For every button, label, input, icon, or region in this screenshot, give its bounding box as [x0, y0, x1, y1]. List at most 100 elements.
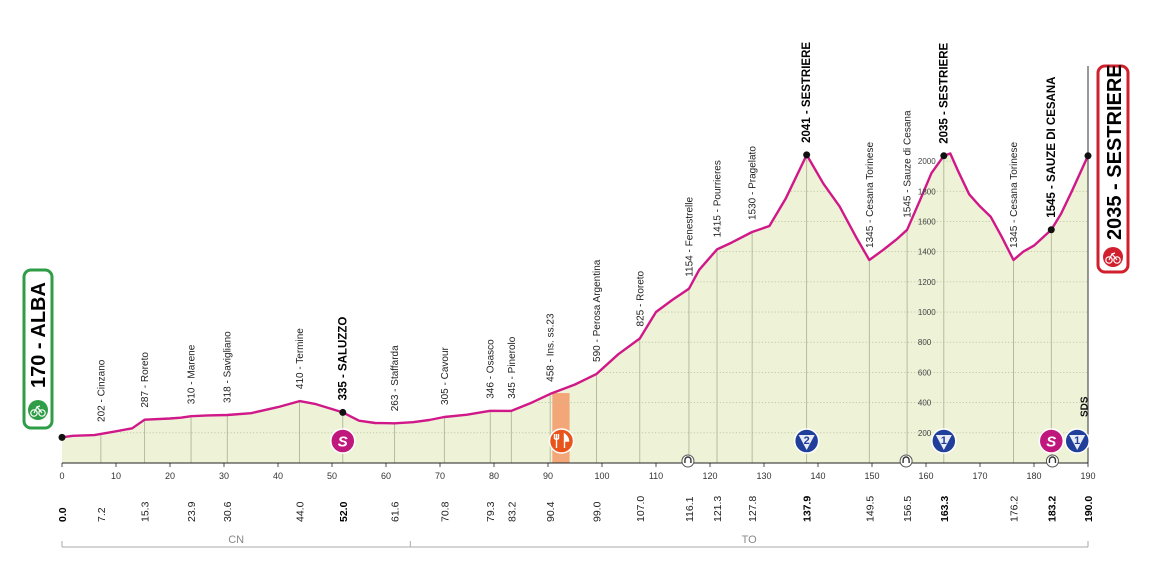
grid-dot [1037, 311, 1039, 313]
grid-dot [667, 402, 670, 404]
grid-dot [800, 341, 802, 343]
grid-dot [859, 341, 861, 343]
grid-dot [227, 432, 229, 434]
altitude-tick-label: 800 [918, 338, 932, 347]
grid-dot [995, 341, 997, 343]
grid-dot [962, 372, 964, 373]
grid-dot [813, 372, 815, 373]
grid-dot [768, 341, 770, 343]
grid-dot [1085, 251, 1088, 253]
grid-dot [629, 402, 631, 404]
grid-dot [904, 281, 906, 283]
km-tick-label: 40 [273, 471, 283, 481]
grid-dot [936, 311, 938, 313]
grid-dot [836, 311, 838, 313]
grid-dot [570, 432, 572, 434]
grid-dot [930, 190, 932, 192]
grid-dot [949, 372, 951, 373]
grid-dot [735, 402, 738, 404]
grid-dot [949, 281, 951, 283]
grid-dot [826, 372, 828, 373]
grid-dot [703, 341, 705, 343]
grid-dot [1072, 221, 1075, 222]
grid-dot [1040, 372, 1042, 373]
grid-dot [988, 251, 990, 253]
grid-dot [1027, 432, 1029, 434]
altitude-tick-label: 1600 [918, 217, 936, 226]
grid-dot [654, 372, 657, 373]
grid-dot [162, 432, 164, 434]
grid-dot [1014, 341, 1016, 343]
grid-dot [168, 432, 171, 434]
grid-dot [609, 372, 611, 373]
grid-dot [732, 341, 734, 343]
grid-dot [522, 432, 524, 434]
grid-dot [920, 372, 922, 373]
grid-dot [697, 281, 699, 283]
grid-dot [826, 190, 828, 192]
grid-dot [450, 432, 452, 434]
grid-dot [690, 372, 692, 373]
grid-dot [839, 251, 841, 253]
grid-dot [923, 281, 926, 283]
grid-dot [1008, 341, 1010, 343]
grid-dot [791, 372, 793, 373]
grid-dot [1043, 372, 1045, 373]
grid-dot [1085, 341, 1088, 343]
grid-dot [829, 251, 832, 253]
grid-dot [1043, 281, 1045, 283]
grid-dot [933, 221, 935, 222]
grid-dot [726, 281, 728, 283]
grid-dot [965, 402, 968, 404]
grid-dot [768, 281, 770, 283]
grid-dot [651, 432, 653, 434]
waypoint-label: 1545 - Sauze di Cesana [903, 110, 914, 218]
grid-dot [373, 432, 375, 434]
tunnel-icon [1045, 454, 1059, 468]
grid-dot [1082, 190, 1084, 192]
grid-dot [917, 251, 919, 253]
waypoint-label: 458 - Ins. ss.23 [546, 313, 557, 382]
grid-dot [188, 432, 190, 434]
grid-dot [972, 432, 974, 434]
grid-dot [353, 432, 355, 434]
grid-dot [778, 221, 780, 222]
grid-dot [1076, 251, 1078, 253]
grid-dot [687, 402, 689, 404]
grid-dot [794, 341, 796, 343]
grid-dot [884, 311, 887, 313]
waypoint-dot [803, 151, 811, 159]
grid-dot [872, 432, 874, 434]
grid-dot [123, 432, 125, 434]
grid-dot [645, 432, 647, 434]
grid-dot [891, 281, 893, 283]
waypoint-label: 1415 - Pourrieres [713, 160, 724, 237]
grid-dot [1056, 311, 1058, 313]
grid-dot [1066, 341, 1068, 343]
grid-dot [826, 281, 828, 283]
grid-dot [1056, 402, 1058, 404]
grid-dot [690, 402, 692, 404]
grid-dot [965, 251, 968, 253]
grid-dot [972, 341, 974, 343]
waypoint-label: 1345 - Cesana Torinese [1009, 142, 1020, 248]
grid-dot [1066, 221, 1068, 222]
grid-dot [726, 311, 728, 313]
grid-dot [985, 281, 987, 283]
km-label: 116.1 [684, 496, 696, 522]
grid-dot [1043, 341, 1045, 343]
grid-dot [710, 372, 712, 373]
grid-dot [677, 372, 679, 373]
grid-dot [324, 432, 326, 434]
grid-dot [917, 341, 919, 343]
grid-dot [956, 311, 958, 313]
grid-dot [1066, 311, 1068, 313]
grid-dot [920, 281, 922, 283]
grid-dot [1076, 311, 1078, 313]
grid-dot [991, 251, 994, 253]
grid-dot [1085, 190, 1088, 192]
grid-dot [204, 432, 206, 434]
grid-dot [279, 432, 281, 434]
grid-dot [710, 432, 712, 434]
grid-dot [842, 221, 845, 222]
